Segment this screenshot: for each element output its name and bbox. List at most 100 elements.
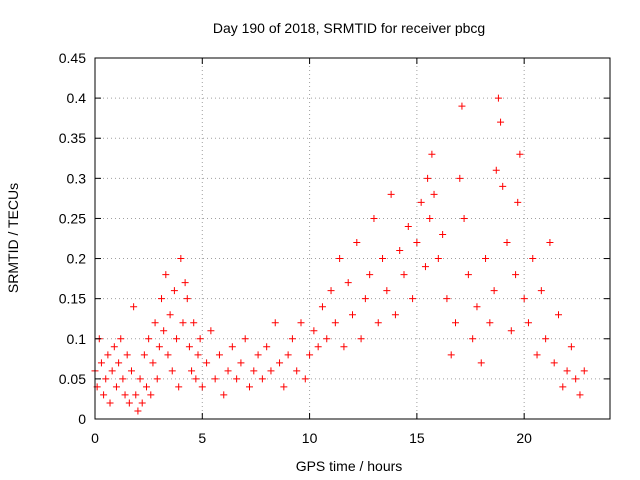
data-point bbox=[374, 319, 382, 327]
data-point bbox=[318, 303, 326, 311]
data-point bbox=[179, 319, 187, 327]
data-point bbox=[155, 343, 163, 351]
data-point bbox=[185, 343, 193, 351]
data-point bbox=[512, 271, 520, 279]
plot-frame bbox=[94, 57, 611, 420]
y-tick-label: 0.35 bbox=[59, 130, 86, 146]
points-layer bbox=[91, 94, 588, 415]
data-point bbox=[456, 174, 464, 182]
data-point bbox=[310, 327, 318, 335]
data-point bbox=[102, 375, 110, 383]
data-point bbox=[520, 295, 528, 303]
data-point bbox=[580, 367, 588, 375]
data-point bbox=[567, 343, 575, 351]
data-point bbox=[533, 351, 541, 359]
data-point bbox=[492, 166, 500, 174]
data-point bbox=[173, 335, 181, 343]
data-point bbox=[181, 279, 189, 287]
data-point bbox=[106, 399, 114, 407]
chart-title: Day 190 of 2018, SRMTID for receiver pbc… bbox=[213, 20, 485, 36]
x-tick-label: 10 bbox=[302, 430, 318, 446]
data-point bbox=[443, 295, 451, 303]
data-point bbox=[458, 102, 466, 110]
data-point bbox=[550, 359, 558, 367]
data-point bbox=[136, 375, 144, 383]
data-point bbox=[196, 335, 204, 343]
data-point bbox=[297, 319, 305, 327]
y-tick-label: 0.2 bbox=[67, 251, 87, 267]
data-point bbox=[97, 359, 105, 367]
data-point bbox=[327, 287, 335, 295]
data-point bbox=[115, 359, 123, 367]
data-point bbox=[175, 383, 183, 391]
data-point bbox=[447, 351, 455, 359]
grid-layer bbox=[95, 58, 610, 419]
data-point bbox=[357, 335, 365, 343]
data-point bbox=[147, 391, 155, 399]
data-point bbox=[499, 182, 507, 190]
data-point bbox=[237, 359, 245, 367]
data-point bbox=[424, 174, 432, 182]
data-point bbox=[117, 335, 125, 343]
data-point bbox=[400, 271, 408, 279]
data-point bbox=[572, 375, 580, 383]
data-point bbox=[132, 391, 140, 399]
data-point bbox=[166, 311, 174, 319]
data-point bbox=[514, 198, 522, 206]
data-point bbox=[494, 94, 502, 102]
data-point bbox=[271, 319, 279, 327]
data-point bbox=[284, 351, 292, 359]
data-point bbox=[503, 239, 511, 247]
data-point bbox=[524, 319, 532, 327]
data-point bbox=[162, 271, 170, 279]
data-point bbox=[349, 311, 356, 319]
data-point bbox=[158, 295, 166, 303]
y-tick-label: 0 bbox=[78, 411, 86, 427]
data-point bbox=[469, 335, 477, 343]
data-point bbox=[123, 351, 131, 359]
data-point bbox=[344, 279, 352, 287]
data-point bbox=[404, 222, 412, 230]
data-point bbox=[134, 407, 142, 415]
data-point bbox=[490, 287, 498, 295]
data-point bbox=[100, 391, 108, 399]
data-point bbox=[434, 255, 442, 263]
data-point bbox=[370, 214, 378, 222]
data-point bbox=[228, 343, 236, 351]
data-point bbox=[121, 391, 129, 399]
data-point bbox=[149, 359, 157, 367]
data-point bbox=[263, 343, 271, 351]
data-point bbox=[119, 375, 127, 383]
data-point bbox=[246, 383, 253, 391]
x-tick-label: 20 bbox=[516, 430, 532, 446]
data-point bbox=[194, 351, 202, 359]
data-point bbox=[559, 383, 567, 391]
data-point bbox=[563, 367, 571, 375]
data-point bbox=[301, 375, 309, 383]
data-point bbox=[426, 214, 434, 222]
data-point bbox=[477, 359, 485, 367]
data-point bbox=[486, 319, 494, 327]
data-point bbox=[151, 319, 159, 327]
data-point bbox=[203, 359, 211, 367]
data-point bbox=[306, 351, 314, 359]
data-point bbox=[267, 367, 275, 375]
data-point bbox=[439, 230, 447, 238]
data-point bbox=[452, 319, 459, 327]
data-point bbox=[542, 335, 550, 343]
data-point bbox=[391, 311, 399, 319]
data-point bbox=[396, 247, 404, 255]
data-point bbox=[497, 118, 505, 126]
data-point bbox=[353, 239, 361, 247]
data-point bbox=[143, 383, 150, 391]
data-point bbox=[331, 319, 339, 327]
data-point bbox=[110, 343, 118, 351]
x-tick-label: 5 bbox=[198, 430, 206, 446]
data-point bbox=[207, 327, 215, 335]
data-point bbox=[220, 391, 228, 399]
y-tick-label: 0.25 bbox=[59, 210, 86, 226]
data-point bbox=[112, 383, 120, 391]
data-point bbox=[555, 311, 562, 319]
data-point bbox=[516, 150, 524, 158]
